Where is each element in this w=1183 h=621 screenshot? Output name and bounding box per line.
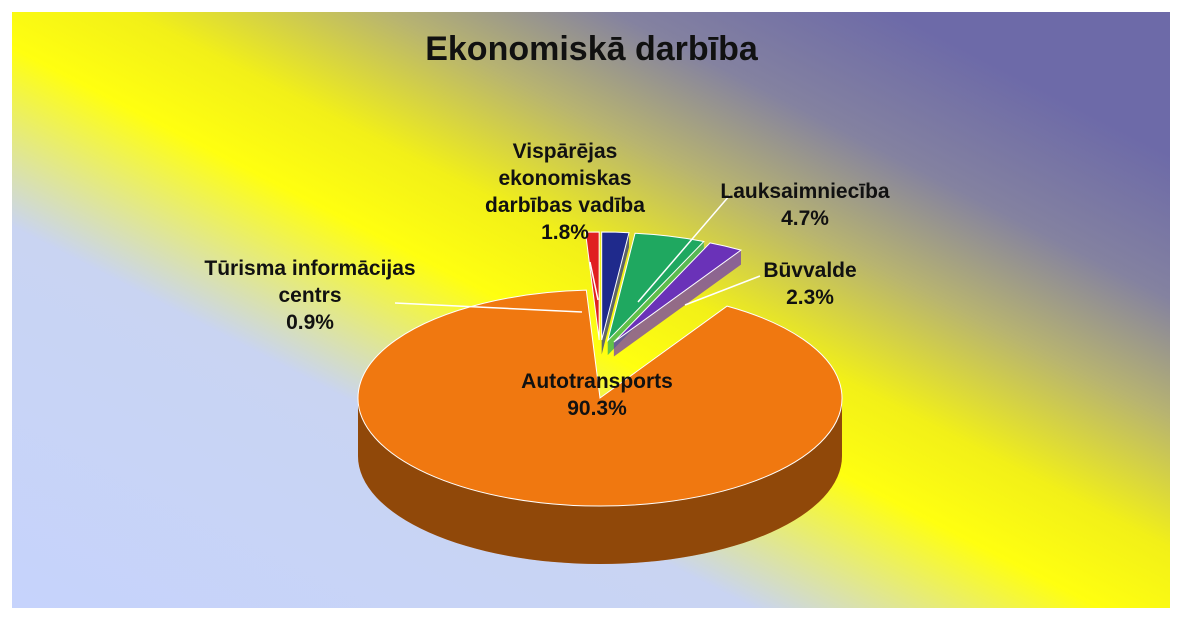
leader-line	[589, 261, 599, 301]
pie-slice	[613, 242, 743, 343]
pie-slice	[584, 231, 600, 341]
data-label: Būvvalde 2.3%	[763, 259, 857, 309]
data-label: Vispārējas ekonomiskas darbības vadība 1.…	[485, 140, 645, 244]
pie-slice	[357, 289, 843, 507]
data-label: Lauksaimniecība 4.7%	[720, 180, 890, 230]
leader-line	[394, 302, 583, 313]
data-label: Tūrisma informācijas centrs 0.9%	[204, 257, 416, 334]
data-label: Autotransports 90.3%	[521, 370, 673, 420]
leader-line	[684, 275, 761, 306]
slice-side-shade	[358, 398, 842, 564]
pie-slice	[606, 232, 705, 343]
slice-side	[358, 398, 842, 564]
chart-title: Ekonomiskā darbība	[425, 30, 758, 68]
leader-line	[637, 194, 731, 303]
pie-slice	[601, 231, 630, 341]
